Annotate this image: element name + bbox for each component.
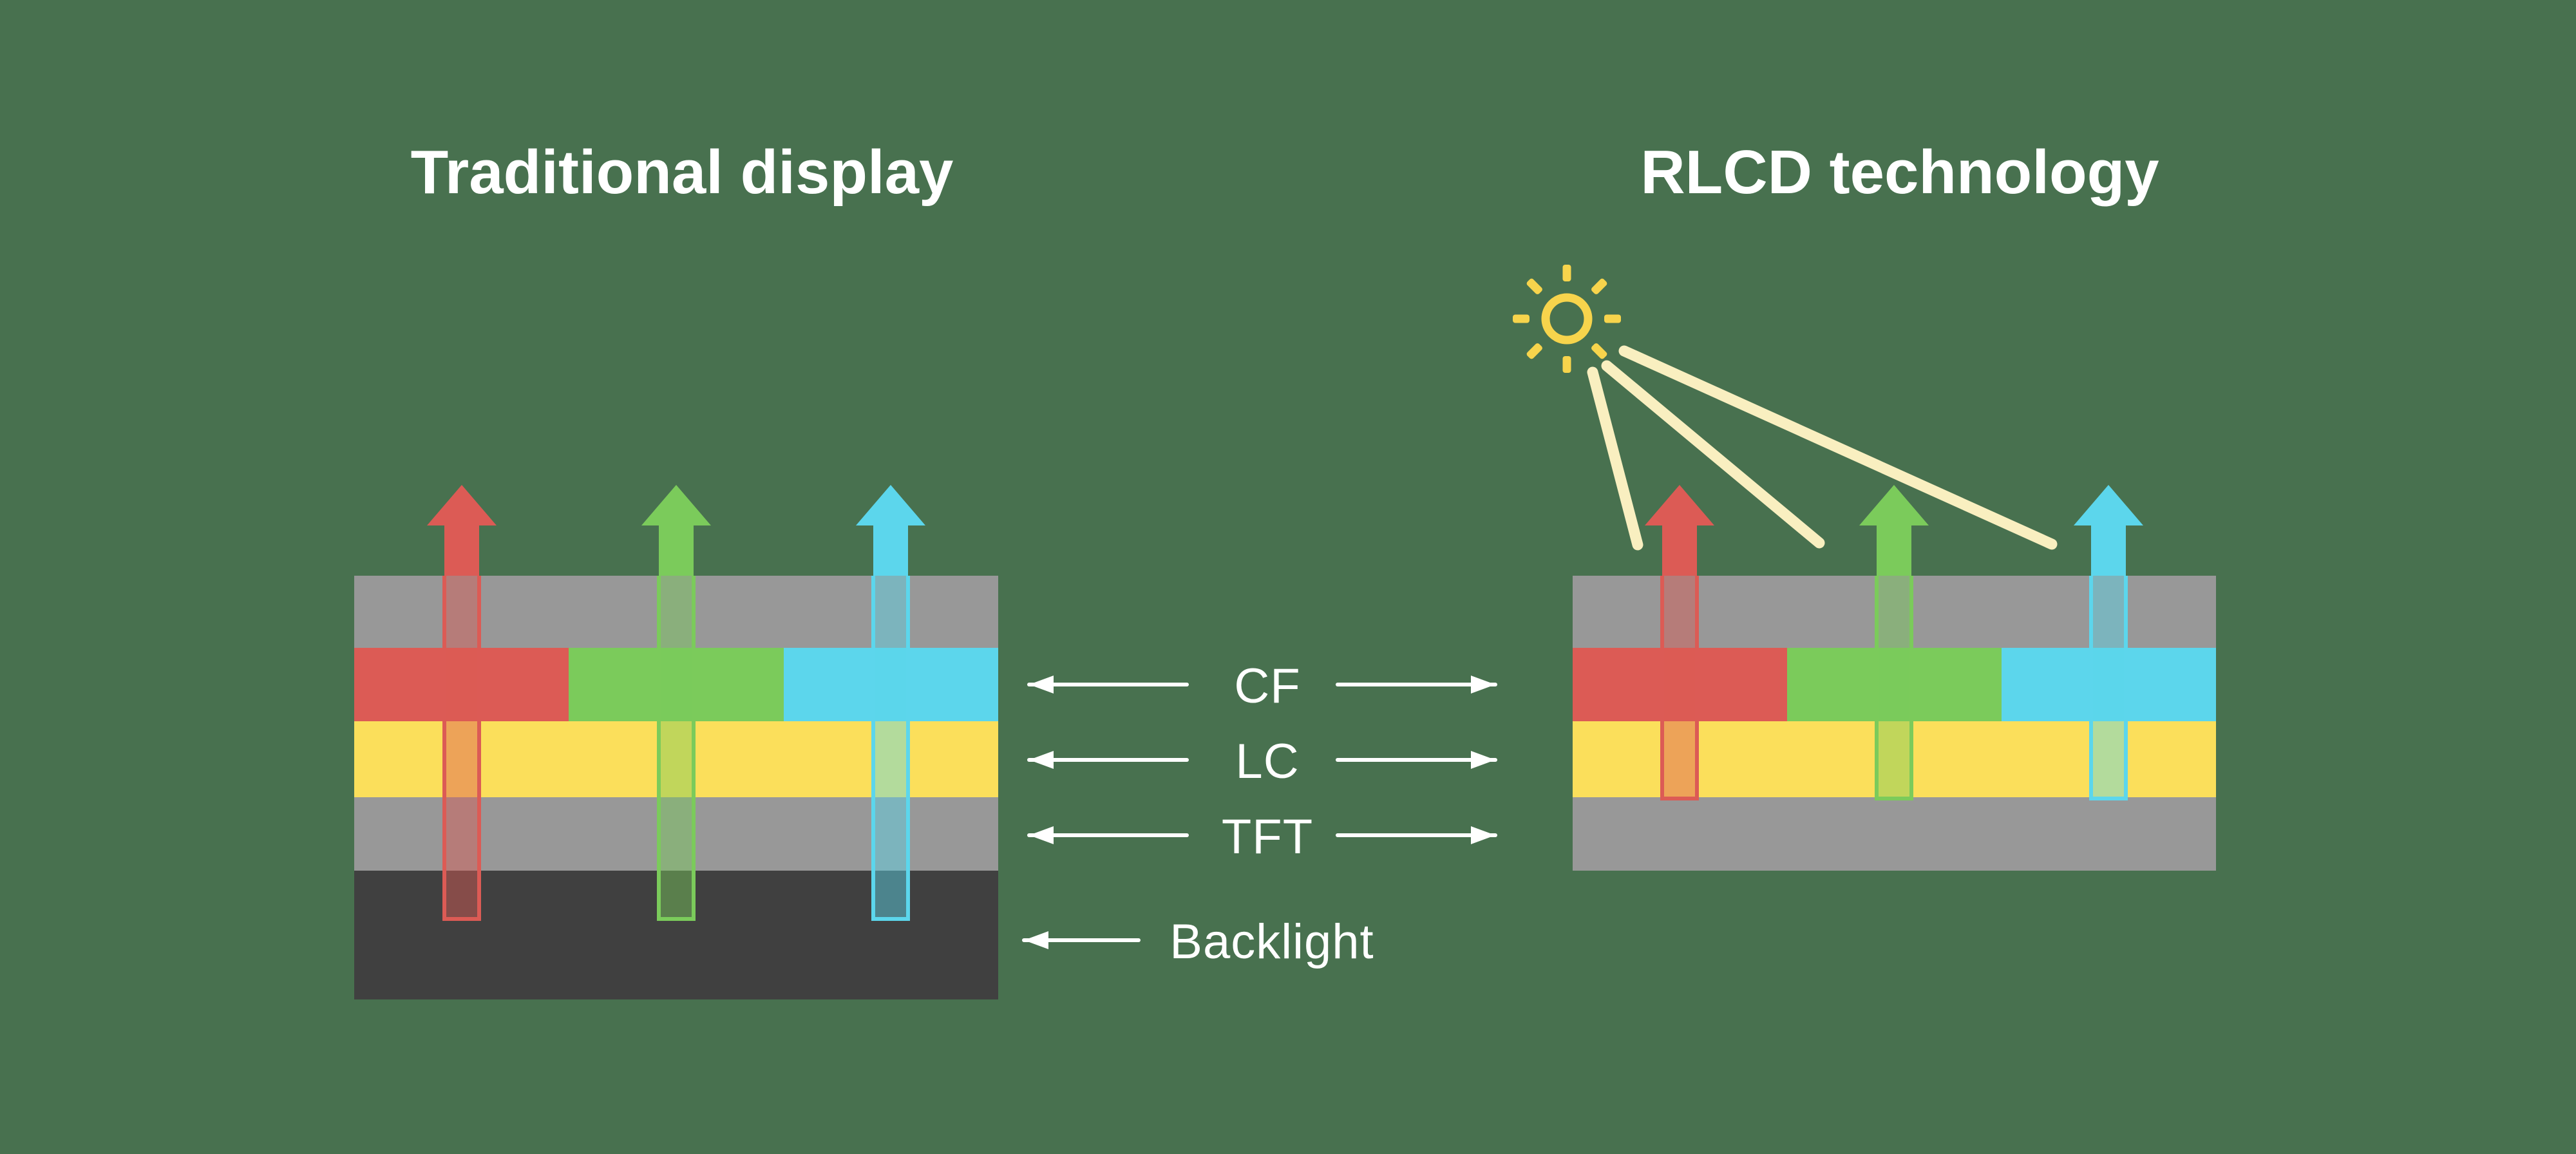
green-arrow-head [641,485,711,576]
sun-rays [1513,265,1621,373]
sunlight-beams [1587,345,2058,551]
backlight-label: Backlight [1170,914,1374,969]
green-arrow-shaft-border [657,576,696,921]
right-tft-layer [1573,797,2216,871]
right-cf-red-segment [1573,648,1787,721]
sun-beam-left [1587,366,1643,551]
left-green-light-arrow [641,485,711,921]
left-blue-light-arrow [856,485,925,921]
right-display-stack [1513,265,2216,871]
blue-arrow-shaft [2091,576,2126,799]
sun-beam-middle [1601,360,1825,549]
left-cf-red-segment [354,648,569,721]
green-arrow-shaft [1877,576,1911,799]
right-green-light-arrow [1859,485,1929,800]
left-cf-green-segment [569,648,784,721]
layer-callouts: CF LC TFT Backlight [1022,659,1497,969]
green-arrow-shaft [659,576,694,919]
left-lc-layer [354,721,998,797]
red-arrow-shaft [444,576,479,919]
green-arrow-head [1859,485,1929,576]
blue-arrow-shaft-border [871,576,910,921]
sun-ring [1541,293,1593,345]
right-red-light-arrow [1645,485,1714,800]
cf-label: CF [1234,659,1300,714]
right-blue-light-arrow [2074,485,2143,800]
left-cf-blue-segment [784,648,998,721]
right-lc-layer [1573,721,2216,797]
blue-arrow-shaft [873,576,908,919]
red-arrow-shaft-border [1660,576,1699,800]
right-panel-title: RLCD technology [1640,138,2159,207]
red-arrow-head [427,485,497,576]
blue-arrow-head [856,485,925,576]
right-cf-green-segment [1787,648,2002,721]
blue-arrow-shaft-border [2089,576,2128,800]
red-arrow-shaft-border [442,576,481,921]
sun-icon [1513,265,1621,373]
sun-beam-right [1618,345,2058,550]
left-backlight-layer [354,871,998,999]
lc-label: LC [1235,734,1299,789]
blue-arrow-head [2074,485,2143,576]
tft-label: TFT [1222,809,1313,864]
left-glass-layer [354,576,998,648]
right-cf-blue-segment [2002,648,2216,721]
red-arrow-shaft [1662,576,1697,799]
green-arrow-shaft-border [1875,576,1913,800]
red-arrow-head [1645,485,1714,576]
left-panel-title: Traditional display [411,138,954,207]
left-display-stack [354,485,998,999]
left-tft-layer [354,797,998,871]
left-red-light-arrow [427,485,497,921]
right-glass-layer [1573,576,2216,648]
